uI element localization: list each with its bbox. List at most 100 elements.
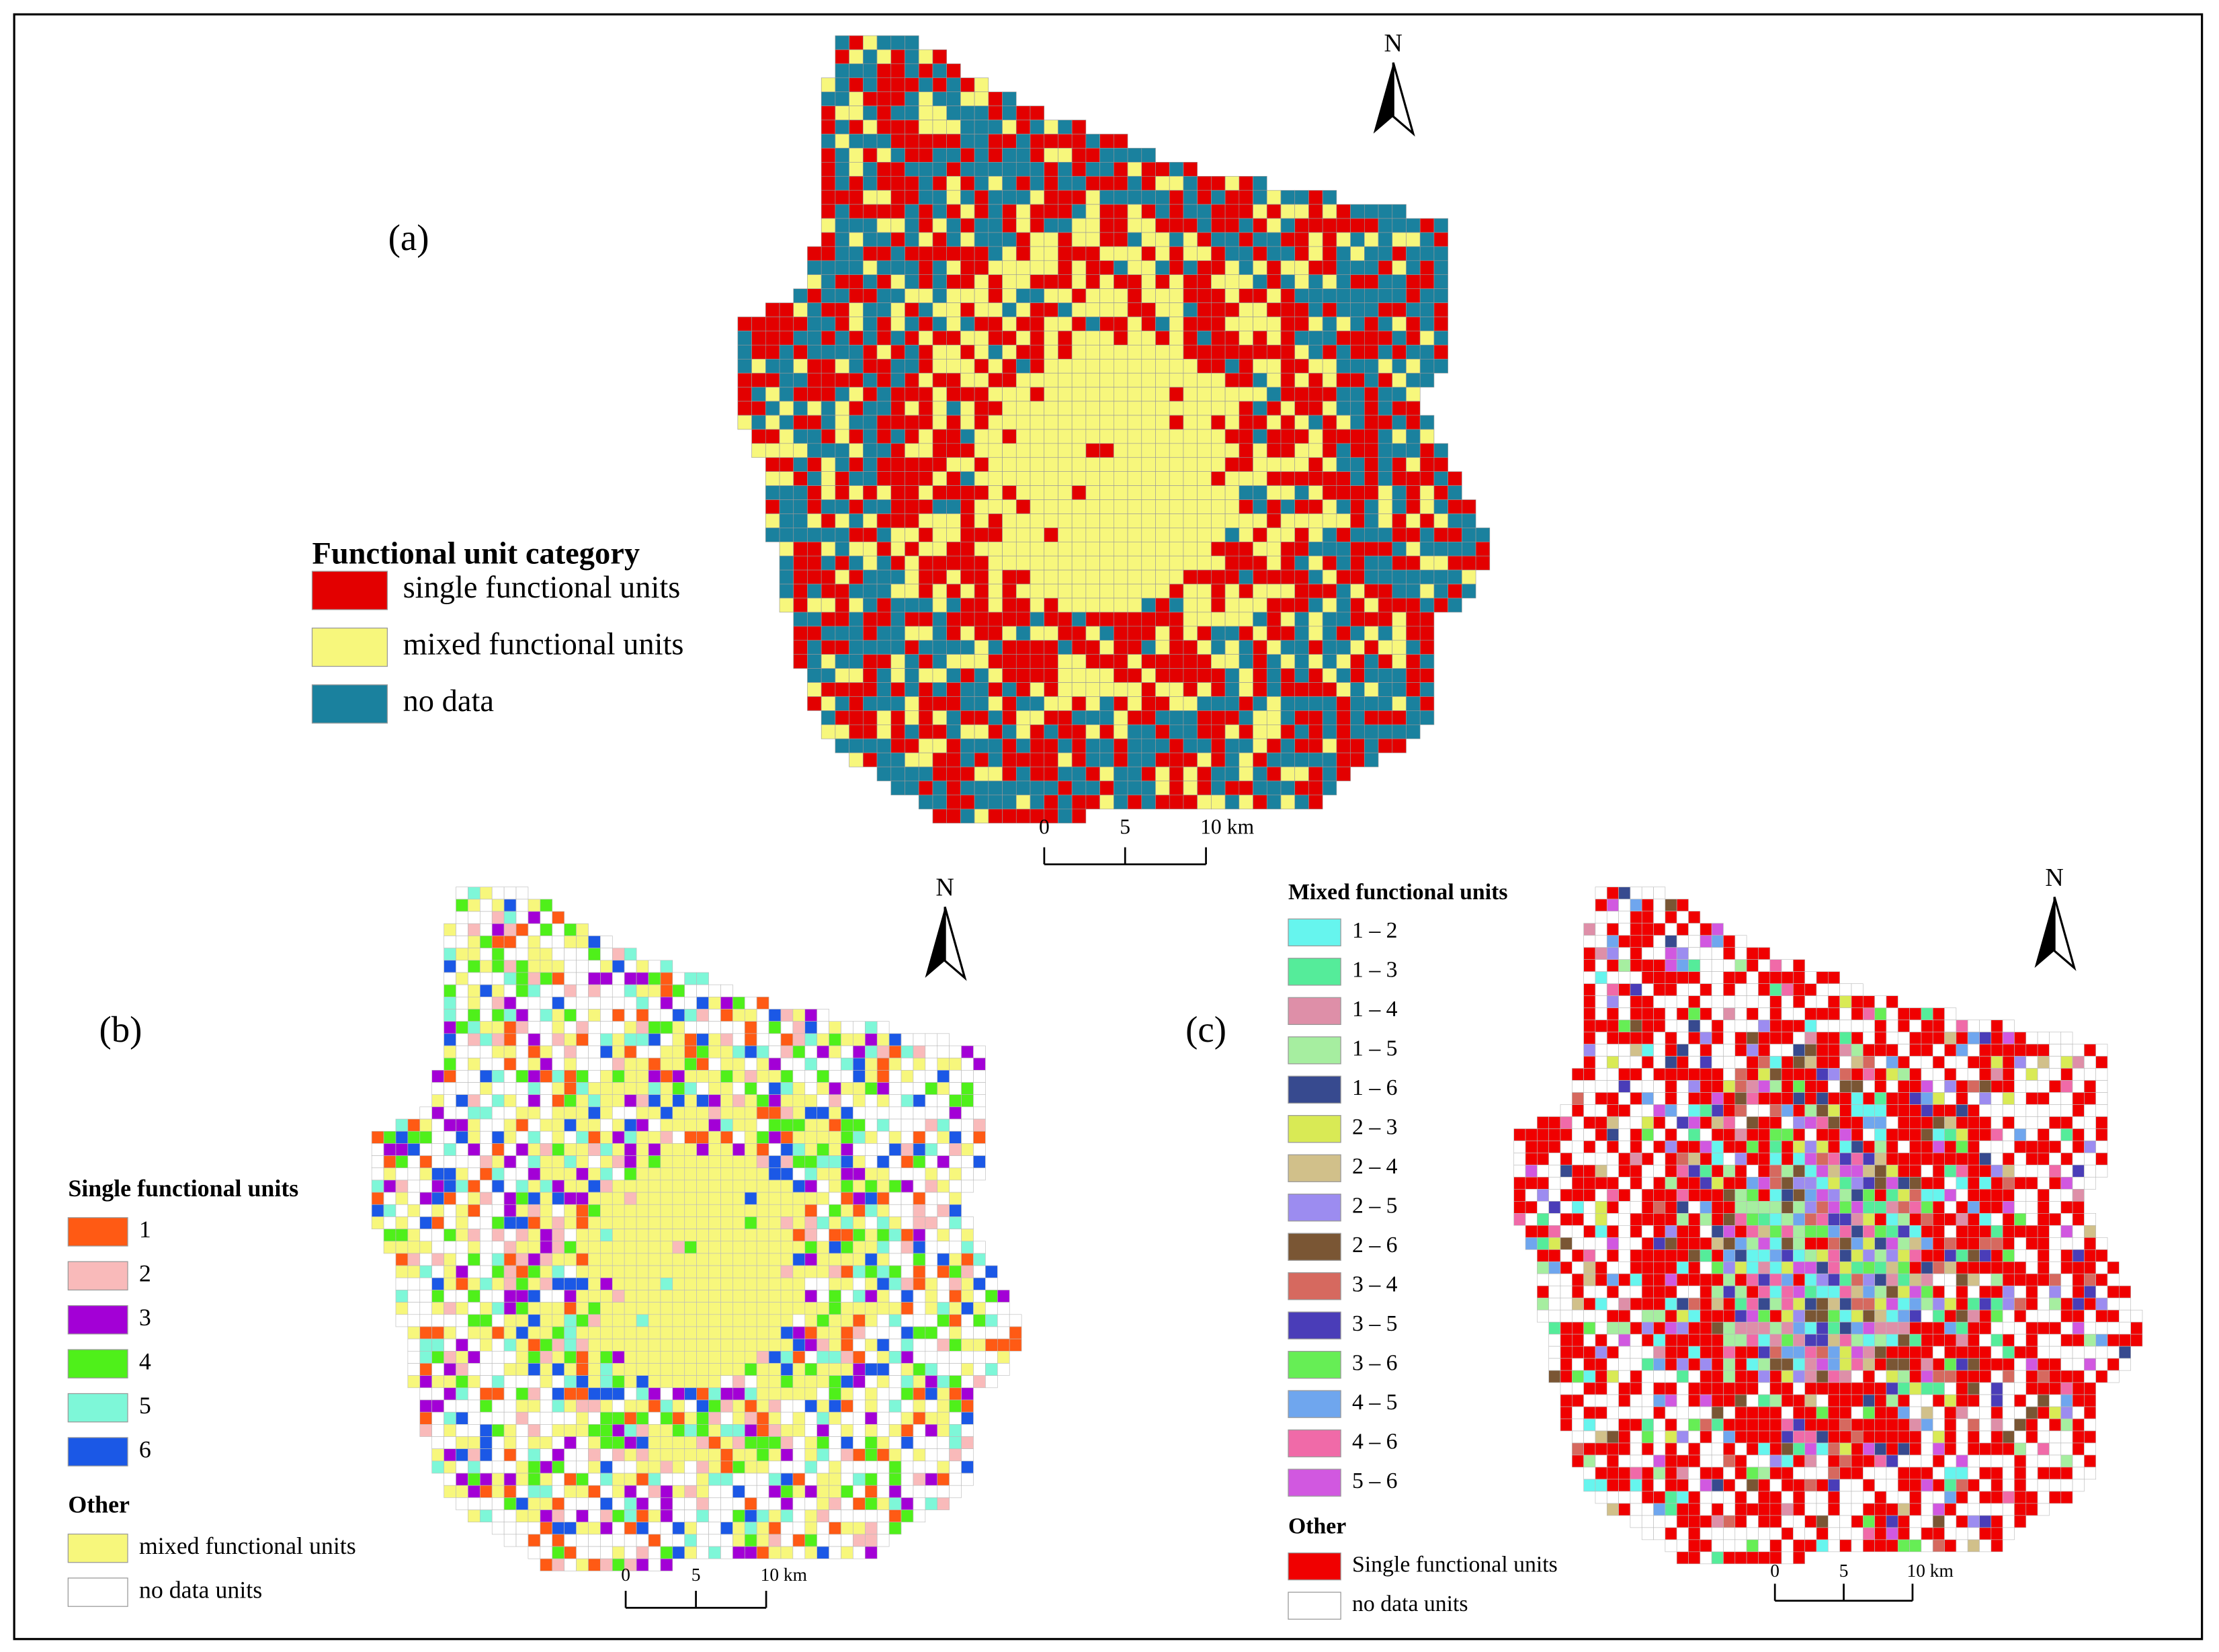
map-cell <box>1769 959 1782 972</box>
map-cell <box>863 738 878 753</box>
map-cell <box>835 77 849 93</box>
map-cell <box>817 1534 829 1547</box>
map-cell <box>841 1045 853 1059</box>
map-cell <box>849 401 864 416</box>
map-cell <box>974 443 989 458</box>
map-cell <box>468 1229 480 1242</box>
map-cell <box>503 1473 517 1486</box>
map-cell <box>444 923 456 936</box>
map-cell <box>468 886 480 900</box>
map-cell <box>792 1094 806 1108</box>
map-cell <box>600 1204 613 1217</box>
map-cell <box>732 1546 745 1559</box>
map-cell <box>1322 513 1337 528</box>
map-cell <box>696 1241 709 1254</box>
map-cell <box>696 1057 709 1071</box>
map-cell <box>876 1106 890 1120</box>
map-cell <box>564 1302 577 1315</box>
map-cell <box>1266 232 1282 247</box>
map-cell <box>780 1546 794 1559</box>
map-cell <box>1015 204 1031 219</box>
map-cell <box>1071 766 1087 782</box>
map-cell <box>780 1167 794 1181</box>
map-cell <box>985 1314 998 1327</box>
map-cell <box>1224 555 1240 571</box>
map-cell <box>974 246 989 261</box>
map-cell <box>949 1485 962 1498</box>
map-cell <box>1197 528 1212 542</box>
map-cell <box>913 1473 926 1486</box>
map-cell <box>1169 429 1184 444</box>
map-cell <box>479 1460 493 1474</box>
map-cell <box>1308 780 1323 796</box>
map-cell <box>863 35 878 50</box>
map-cell <box>829 1204 841 1217</box>
map-cell <box>1336 569 1351 585</box>
map-cell <box>961 1045 974 1059</box>
map-cell <box>1197 710 1212 725</box>
map-cell <box>479 1192 493 1205</box>
map-cell <box>765 443 780 458</box>
map-cell <box>1364 358 1379 374</box>
map-cell <box>636 997 649 1009</box>
map-cell <box>932 528 947 542</box>
map-cell <box>431 1448 444 1462</box>
map-cell <box>479 1510 493 1523</box>
map-cell <box>708 1180 721 1193</box>
map-cell <box>636 1460 649 1474</box>
map-cell <box>888 1229 902 1242</box>
map-cell <box>491 1302 505 1315</box>
map-cell <box>1141 513 1156 528</box>
map-cell <box>876 738 892 753</box>
map-cell <box>1364 485 1379 500</box>
map-cell <box>612 1130 625 1144</box>
map-cell <box>817 1216 829 1229</box>
map-cell <box>853 1399 866 1413</box>
map-cell <box>456 936 468 948</box>
map-cell <box>821 386 836 402</box>
map-cell <box>829 1241 841 1254</box>
map-cell <box>793 499 808 514</box>
map-cell <box>672 1277 685 1290</box>
map-cell <box>1828 1044 1840 1057</box>
map-cell <box>515 1033 529 1046</box>
map-cell <box>1308 597 1323 613</box>
map-cell <box>1155 794 1170 810</box>
map-cell <box>684 1265 697 1278</box>
map-cell <box>1239 401 1253 416</box>
map-cell <box>1127 471 1142 486</box>
map-cell <box>960 780 975 796</box>
map-cell <box>576 1277 589 1290</box>
map-cell <box>1618 1007 1631 1020</box>
map-cell <box>973 1363 986 1376</box>
map-cell <box>888 1033 902 1046</box>
map-cell <box>540 1460 553 1474</box>
map-cell <box>890 766 905 782</box>
map-cell <box>708 1485 721 1498</box>
map-cell <box>1392 555 1407 571</box>
map-cell <box>576 1302 589 1315</box>
map-cell <box>1769 1007 1782 1020</box>
map-cell <box>1099 302 1114 317</box>
map-cell <box>540 1326 553 1339</box>
map-cell <box>1322 499 1337 514</box>
map-cell <box>660 1167 673 1181</box>
map-cell <box>612 1118 625 1132</box>
map-cell <box>821 499 836 514</box>
map-cell <box>890 246 905 261</box>
map-cell <box>648 1326 661 1339</box>
map-cell <box>1294 766 1309 782</box>
map-cell <box>1874 995 1887 1008</box>
map-cell <box>1253 204 1267 219</box>
map-cell <box>1169 358 1184 374</box>
map-cell <box>419 1265 432 1278</box>
map-cell <box>1002 569 1017 585</box>
map-cell <box>829 1167 841 1181</box>
map-cell <box>1085 597 1100 613</box>
map-cell <box>1378 358 1393 374</box>
map-cell <box>1002 120 1017 134</box>
map-cell <box>624 1265 637 1278</box>
map-cell <box>876 499 892 514</box>
map-cell <box>863 485 878 500</box>
map-cell <box>792 1534 806 1547</box>
